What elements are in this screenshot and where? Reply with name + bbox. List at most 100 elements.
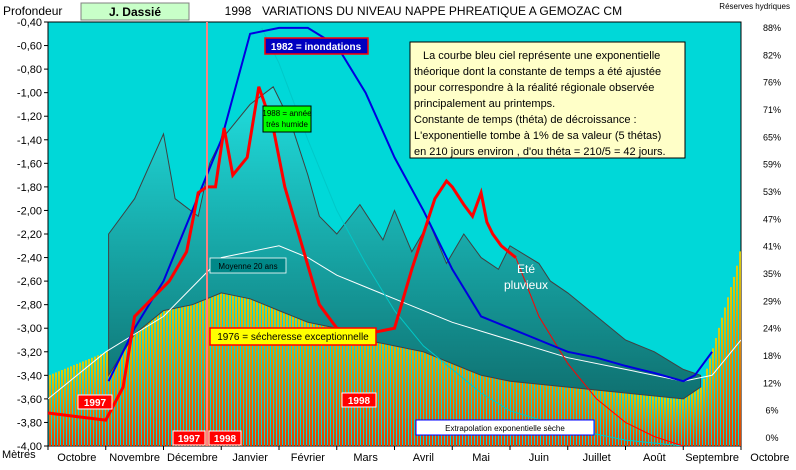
y-tick-label: -2,00 xyxy=(17,205,42,217)
reserve-bar xyxy=(268,293,270,446)
reserve-bar xyxy=(694,389,696,446)
label-1988-box xyxy=(262,105,312,133)
reserve-bar xyxy=(535,343,537,446)
chart-year: 1998 xyxy=(225,4,252,18)
reserve-bar xyxy=(433,320,435,446)
reserve-bar xyxy=(730,287,732,446)
reserve-bar xyxy=(382,316,384,446)
reserve-bar xyxy=(658,396,660,446)
reserve-bar xyxy=(502,334,504,446)
reserve-bar xyxy=(250,289,252,446)
reserve-bar xyxy=(706,368,708,446)
y2-tick-label: 35% xyxy=(763,269,781,279)
reserve-bar xyxy=(538,344,540,446)
y-tick-label: -0,40 xyxy=(17,17,42,29)
reserve-bar xyxy=(604,375,606,446)
reserve-bar xyxy=(256,290,258,446)
reserve-bar xyxy=(61,370,63,446)
reserve-bar xyxy=(178,293,180,446)
x-tick-label: Décembre xyxy=(167,452,218,464)
label-1982: 1982 = inondations xyxy=(271,42,362,53)
reserve-bar xyxy=(124,335,126,446)
y-tick-label: -1,00 xyxy=(17,88,42,100)
y2-tick-label: 6% xyxy=(765,406,778,416)
reserve-bar xyxy=(499,334,501,446)
reserve-bar xyxy=(199,285,201,446)
series-line-extrapolation xyxy=(515,257,684,446)
reserve-bar xyxy=(391,316,393,446)
reserve-bar xyxy=(529,340,531,446)
reserve-bar xyxy=(733,276,735,446)
label-1997-left-box xyxy=(77,394,113,410)
x-axis-ticks: Octobre Novembre Décembre Janvier Février Mar… xyxy=(47,446,789,464)
reserve-bar xyxy=(637,390,639,446)
reserve-bar xyxy=(331,296,333,446)
reserve-bar xyxy=(427,319,429,446)
y-tick-label: -2,40 xyxy=(17,253,42,265)
reserve-bar xyxy=(508,336,510,446)
reserve-bar xyxy=(328,294,330,446)
reserve-bar xyxy=(568,356,570,446)
reserve-bar xyxy=(541,345,543,446)
reserve-bar xyxy=(664,397,666,446)
reserve-bar xyxy=(322,294,324,446)
label-mean-box xyxy=(209,257,287,274)
reserve-bar xyxy=(244,288,246,446)
series-line-mean-20y xyxy=(48,245,741,400)
reserve-bar xyxy=(172,295,174,446)
y2-axis-title: Réserves hydriques xyxy=(719,2,790,11)
reserve-bar xyxy=(238,286,240,446)
reserve-bar xyxy=(562,354,564,446)
reserve-bar xyxy=(640,391,642,446)
reserve-bar xyxy=(493,332,495,446)
reserve-bar xyxy=(457,325,459,446)
reserve-bar xyxy=(280,298,282,446)
y-tick-label: -0,80 xyxy=(17,64,42,76)
reserve-bar xyxy=(202,284,204,446)
reserve-bar xyxy=(229,285,231,446)
reserve-bar xyxy=(460,326,462,446)
reserve-bar xyxy=(523,339,525,446)
reserve-bar xyxy=(130,329,132,446)
label-1997-bottom: 1997 xyxy=(178,434,201,445)
reserve-bar xyxy=(298,303,300,446)
reserve-bar xyxy=(571,357,573,446)
reserve-bar xyxy=(340,301,342,446)
reserve-bar xyxy=(274,295,276,446)
reserve-bar xyxy=(265,292,267,446)
reserve-bar xyxy=(574,359,576,446)
label-1976-box xyxy=(209,327,377,346)
reserve-bar xyxy=(196,286,198,446)
reserve-bar xyxy=(721,317,723,446)
x-tick-label: Septembre xyxy=(685,452,739,464)
reserve-bar xyxy=(304,301,306,446)
reserve-bar xyxy=(625,385,627,446)
reserve-bar xyxy=(580,361,582,446)
reserve-bar xyxy=(478,329,480,446)
reserve-bar xyxy=(736,265,738,446)
reserve-bar xyxy=(301,302,303,446)
reserve-bar xyxy=(307,300,309,446)
reserve-bar xyxy=(715,338,717,446)
reserve-bar xyxy=(469,328,471,446)
reserve-bar xyxy=(595,369,597,446)
reserve-bar xyxy=(193,287,195,446)
y-tick-label: -1,40 xyxy=(17,135,42,147)
reserve-bar xyxy=(208,281,210,446)
reserve-bar xyxy=(418,317,420,446)
reserve-bar xyxy=(325,292,327,446)
reserve-bar xyxy=(511,336,513,446)
reserve-bar xyxy=(463,326,465,446)
reserve-bar xyxy=(217,282,219,446)
reserve-bar xyxy=(490,332,492,446)
author-box xyxy=(80,2,190,21)
label-1997-left: 1997 xyxy=(84,398,107,409)
reserve-bar xyxy=(472,328,474,446)
reserve-bar xyxy=(169,296,171,446)
reserve-bar xyxy=(619,383,621,446)
reserve-bar xyxy=(589,365,591,446)
x-tick-label: Novembre xyxy=(109,452,160,464)
label-extrapolation-box xyxy=(415,419,595,436)
reserve-bar xyxy=(631,388,633,446)
reserve-bar xyxy=(58,371,60,446)
